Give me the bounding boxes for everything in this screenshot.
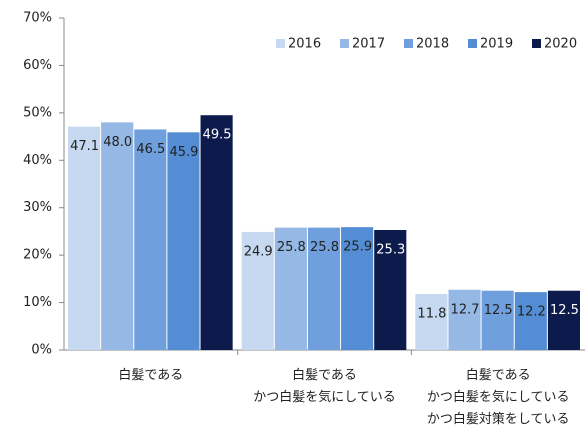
value-label: 45.9 xyxy=(169,145,198,160)
value-label: 12.5 xyxy=(550,303,579,318)
bar xyxy=(341,227,374,350)
y-tick-label: 20% xyxy=(23,248,52,263)
legend-swatch xyxy=(468,39,477,48)
y-tick-label: 40% xyxy=(23,153,52,168)
bar xyxy=(547,290,580,350)
bar xyxy=(101,122,134,350)
value-label: 12.5 xyxy=(484,303,513,318)
bar xyxy=(481,290,514,350)
legend-label: 2017 xyxy=(352,37,385,52)
legend-swatch xyxy=(532,39,541,48)
value-label: 48.0 xyxy=(103,135,132,150)
value-label: 24.9 xyxy=(244,244,273,259)
legend-label: 2018 xyxy=(416,37,449,52)
bar xyxy=(415,294,448,350)
bar xyxy=(68,126,101,351)
x-tick-label: 白髪である xyxy=(118,367,183,383)
value-label: 49.5 xyxy=(203,128,232,143)
value-label: 12.7 xyxy=(451,302,480,317)
x-tick-label: 白髪であるかつ白髪を気にしているかつ白髪対策をしている xyxy=(427,367,570,427)
bar xyxy=(374,230,407,350)
y-tick-label: 60% xyxy=(23,58,52,73)
y-tick-label: 10% xyxy=(23,295,52,310)
value-label: 25.9 xyxy=(343,240,372,255)
value-label: 11.8 xyxy=(417,307,446,322)
y-tick-label: 50% xyxy=(23,105,52,120)
y-tick-label: 70% xyxy=(23,11,52,26)
y-tick-label: 30% xyxy=(23,200,52,215)
value-label: 47.1 xyxy=(70,139,99,154)
bar xyxy=(200,115,233,350)
legend-swatch xyxy=(404,39,413,48)
legend-swatch xyxy=(276,39,285,48)
bar xyxy=(134,129,167,350)
bar xyxy=(307,227,341,350)
value-label: 25.3 xyxy=(376,243,405,258)
bar xyxy=(448,289,481,350)
legend-label: 2016 xyxy=(288,37,321,52)
bar xyxy=(514,292,547,350)
value-label: 25.8 xyxy=(277,240,306,255)
bar xyxy=(167,132,200,350)
value-label: 46.5 xyxy=(136,142,165,157)
bar xyxy=(274,227,307,350)
y-tick-label: 0% xyxy=(31,343,52,358)
legend-swatch xyxy=(340,39,349,48)
x-tick-label: 白髪であるかつ白髪を気にしている xyxy=(253,367,396,405)
legend-label: 2020 xyxy=(544,37,577,52)
value-label: 12.2 xyxy=(517,305,546,320)
value-label: 25.8 xyxy=(310,240,339,255)
bar xyxy=(241,231,274,350)
legend-label: 2019 xyxy=(480,37,513,52)
